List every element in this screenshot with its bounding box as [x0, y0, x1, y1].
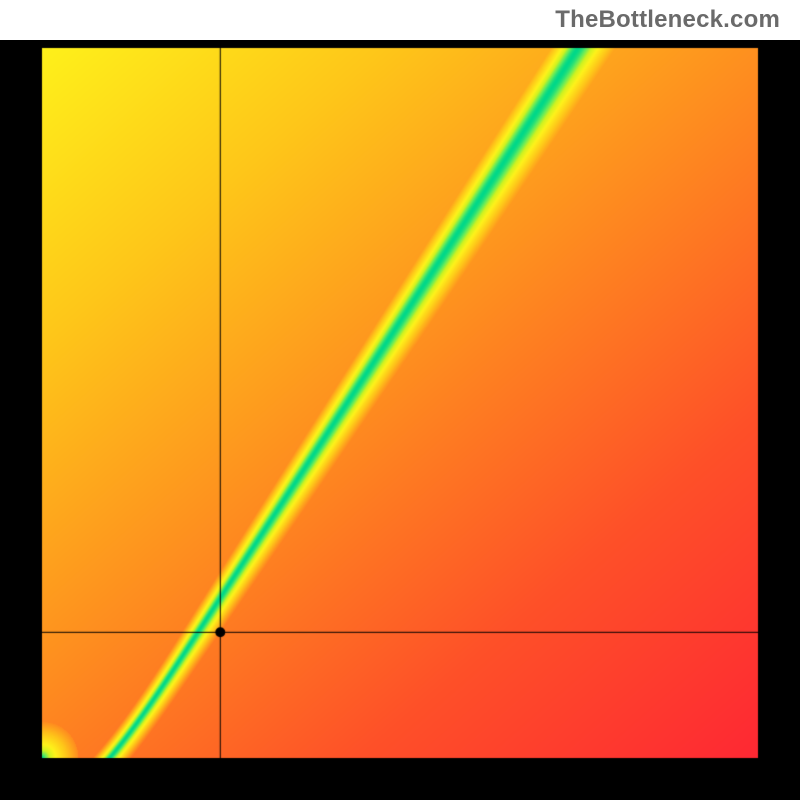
heatmap-plot — [0, 40, 800, 800]
chart-container: TheBottleneck.com — [0, 0, 800, 800]
heatmap-canvas — [0, 40, 800, 800]
watermark: TheBottleneck.com — [555, 6, 780, 34]
